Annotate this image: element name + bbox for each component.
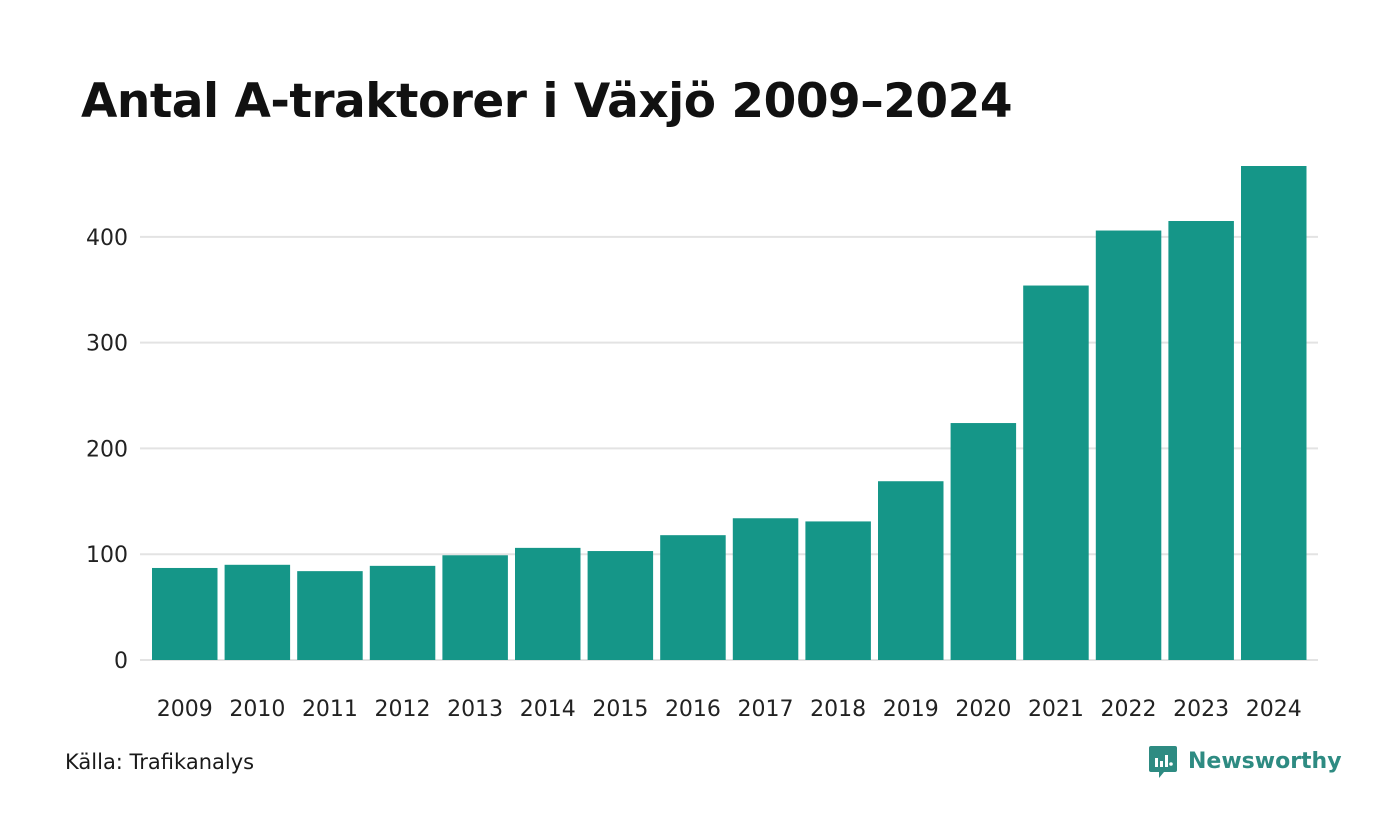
x-tick-label: 2011 [302, 697, 358, 722]
bar [515, 547, 581, 660]
bar [732, 518, 799, 660]
bar [152, 567, 218, 660]
y-tick-label: 400 [86, 226, 128, 251]
y-tick-label: 200 [86, 437, 128, 462]
x-tick-label: 2023 [1173, 697, 1229, 722]
newsworthy-logo-icon [1149, 746, 1177, 778]
bar [587, 551, 654, 660]
y-tick-label: 0 [114, 649, 128, 674]
bar [369, 565, 436, 660]
x-tick-label: 2022 [1101, 697, 1157, 722]
bar [950, 423, 1017, 660]
x-tick-label: 2017 [738, 697, 794, 722]
bar [805, 521, 871, 660]
x-tick-label: 2021 [1028, 697, 1084, 722]
brand-logo[interactable]: Newsworthy [1148, 744, 1342, 780]
x-tick-label: 2010 [229, 697, 285, 722]
source-note: Källa: Trafikanalys [65, 750, 255, 774]
bar [297, 571, 363, 660]
x-tick-label: 2015 [592, 697, 648, 722]
bar [1168, 221, 1234, 661]
bar [1241, 166, 1307, 660]
bar [1095, 230, 1162, 660]
x-tick-label: 2016 [665, 697, 721, 722]
x-tick-label: 2018 [810, 697, 866, 722]
bar [660, 535, 726, 660]
y-tick-label: 300 [86, 332, 128, 357]
x-tick-label: 2013 [447, 697, 503, 722]
x-tick-label: 2024 [1246, 697, 1302, 722]
bar [224, 564, 291, 660]
chart-title: Antal A-traktorer i Växjö 2009–2024 [81, 74, 1013, 129]
bar [442, 555, 508, 660]
brand-name: Newsworthy [1188, 749, 1342, 774]
y-tick-label: 100 [86, 543, 128, 568]
bar [1023, 285, 1089, 660]
x-tick-label: 2014 [520, 697, 576, 722]
x-tick-label: 2012 [375, 697, 431, 722]
x-tick-label: 2009 [157, 697, 213, 722]
x-tick-label: 2019 [883, 697, 939, 722]
bar [878, 481, 944, 660]
x-tick-label: 2020 [955, 697, 1011, 722]
